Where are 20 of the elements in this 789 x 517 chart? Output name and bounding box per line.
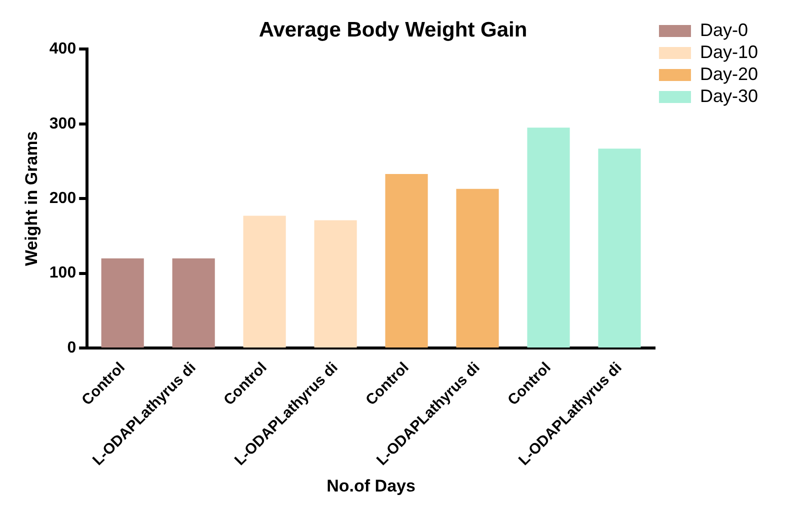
- chart-title: Average Body Weight Gain: [258, 18, 528, 42]
- x-axis-title: No.of Days: [326, 476, 416, 496]
- bar: [456, 188, 499, 348]
- y-tick-label: 200: [49, 190, 76, 208]
- legend-label: Day-10: [700, 42, 758, 62]
- legend-label: Day-20: [700, 64, 758, 84]
- legend-label: Day-0: [700, 20, 748, 40]
- y-tick-label: 300: [49, 115, 76, 132]
- bar: [101, 258, 144, 348]
- y-tick-label: 100: [49, 264, 76, 282]
- legend-label: Day-30: [700, 86, 758, 106]
- y-tick-label: 0: [67, 339, 76, 356]
- bar: [385, 174, 428, 348]
- bar: [314, 220, 357, 348]
- bar: [527, 128, 570, 348]
- bar: [172, 258, 215, 348]
- y-tick-label: 400: [49, 40, 76, 58]
- y-axis-title: Weight in Grams: [22, 131, 41, 266]
- bar: [243, 216, 286, 348]
- bar: [598, 148, 641, 348]
